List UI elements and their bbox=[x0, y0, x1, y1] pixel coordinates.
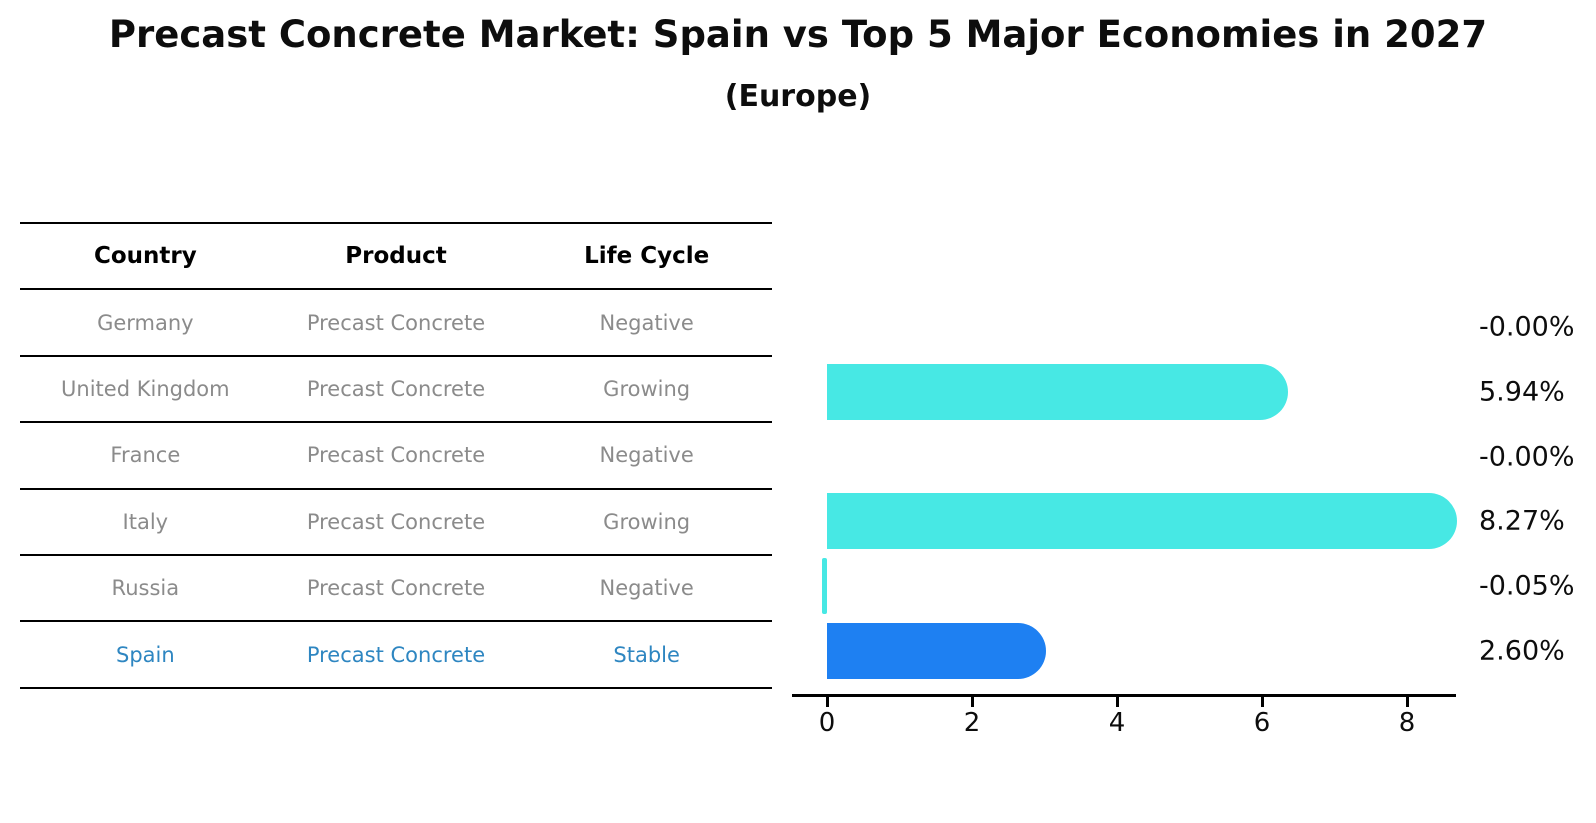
country-cell-france: France bbox=[20, 421, 271, 489]
value-label-united-kingdom: 5.94% bbox=[1479, 376, 1565, 408]
product-cell-russia: Precast Concrete bbox=[270, 553, 522, 622]
life-cycle-cell-united-kingdom: Growing bbox=[521, 354, 772, 423]
x-tick-label-0: 0 bbox=[818, 708, 836, 738]
x-tick-mark-2 bbox=[971, 697, 974, 707]
life-cycle-cell-spain: Stable bbox=[521, 620, 772, 688]
x-tick-mark-6 bbox=[1261, 697, 1264, 707]
product-cell-italy: Precast Concrete bbox=[270, 487, 522, 555]
value-label-russia: -0.05% bbox=[1479, 570, 1575, 602]
country-cell-germany: Germany bbox=[20, 288, 271, 356]
country-table-head: Country Product Life Cycle bbox=[20, 221, 772, 290]
column-header-life-cycle: Life Cycle bbox=[521, 221, 772, 290]
country-cell-italy: Italy bbox=[20, 487, 271, 555]
x-tick-label-8: 8 bbox=[1398, 708, 1416, 738]
x-tick-mark-8 bbox=[1406, 697, 1409, 707]
country-table-body: Germany Precast Concrete Negative United Ki… bbox=[20, 288, 772, 688]
life-cycle-cell-italy: Growing bbox=[521, 487, 772, 555]
value-label-spain: 2.60% bbox=[1479, 635, 1565, 667]
column-header-country: Country bbox=[20, 221, 271, 290]
product-cell-germany: Precast Concrete bbox=[270, 288, 522, 356]
x-tick-label-6: 6 bbox=[1253, 708, 1271, 738]
table-row-italy: Italy Precast Concrete Growing bbox=[20, 487, 772, 555]
life-cycle-cell-russia: Negative bbox=[521, 553, 772, 622]
country-table: Country Product Life Cycle Germany Precast … bbox=[20, 221, 772, 689]
life-cycle-cell-germany: Negative bbox=[521, 288, 772, 356]
life-cycle-cell-france: Negative bbox=[521, 421, 772, 489]
chart-title: Precast Concrete Market: Spain vs Top 5 … bbox=[108, 13, 1488, 56]
bar-spain bbox=[827, 623, 1046, 679]
value-label-germany: -0.00% bbox=[1479, 311, 1575, 343]
chart-subtitle: (Europe) bbox=[724, 79, 872, 114]
x-tick-mark-0 bbox=[826, 697, 829, 707]
column-header-product: Product bbox=[270, 221, 522, 290]
bar-united-kingdom bbox=[827, 363, 1288, 420]
table-row-united-kingdom: United Kingdom Precast Concrete Growing bbox=[20, 354, 772, 423]
x-tick-label-2: 2 bbox=[963, 708, 981, 738]
product-cell-france: Precast Concrete bbox=[270, 421, 522, 489]
country-cell-united-kingdom: United Kingdom bbox=[20, 354, 271, 423]
country-cell-russia: Russia bbox=[20, 553, 271, 622]
product-cell-spain: Precast Concrete bbox=[270, 620, 522, 688]
x-tick-label-4: 4 bbox=[1108, 708, 1126, 738]
table-header-row: Country Product Life Cycle bbox=[20, 221, 772, 290]
country-cell-spain: Spain bbox=[20, 620, 271, 688]
table-row-russia: Russia Precast Concrete Negative bbox=[20, 553, 772, 622]
table-row-spain: Spain Precast Concrete Stable bbox=[20, 620, 772, 688]
bar-italy bbox=[827, 493, 1457, 550]
bar-russia bbox=[822, 558, 827, 615]
table-row-france: France Precast Concrete Negative bbox=[20, 421, 772, 489]
x-axis-line bbox=[792, 694, 1456, 697]
table-row-germany: Germany Precast Concrete Negative bbox=[20, 288, 772, 356]
value-label-italy: 8.27% bbox=[1479, 505, 1565, 537]
value-label-france: -0.00% bbox=[1479, 441, 1575, 473]
x-tick-mark-4 bbox=[1116, 697, 1119, 707]
product-cell-united-kingdom: Precast Concrete bbox=[270, 354, 522, 423]
